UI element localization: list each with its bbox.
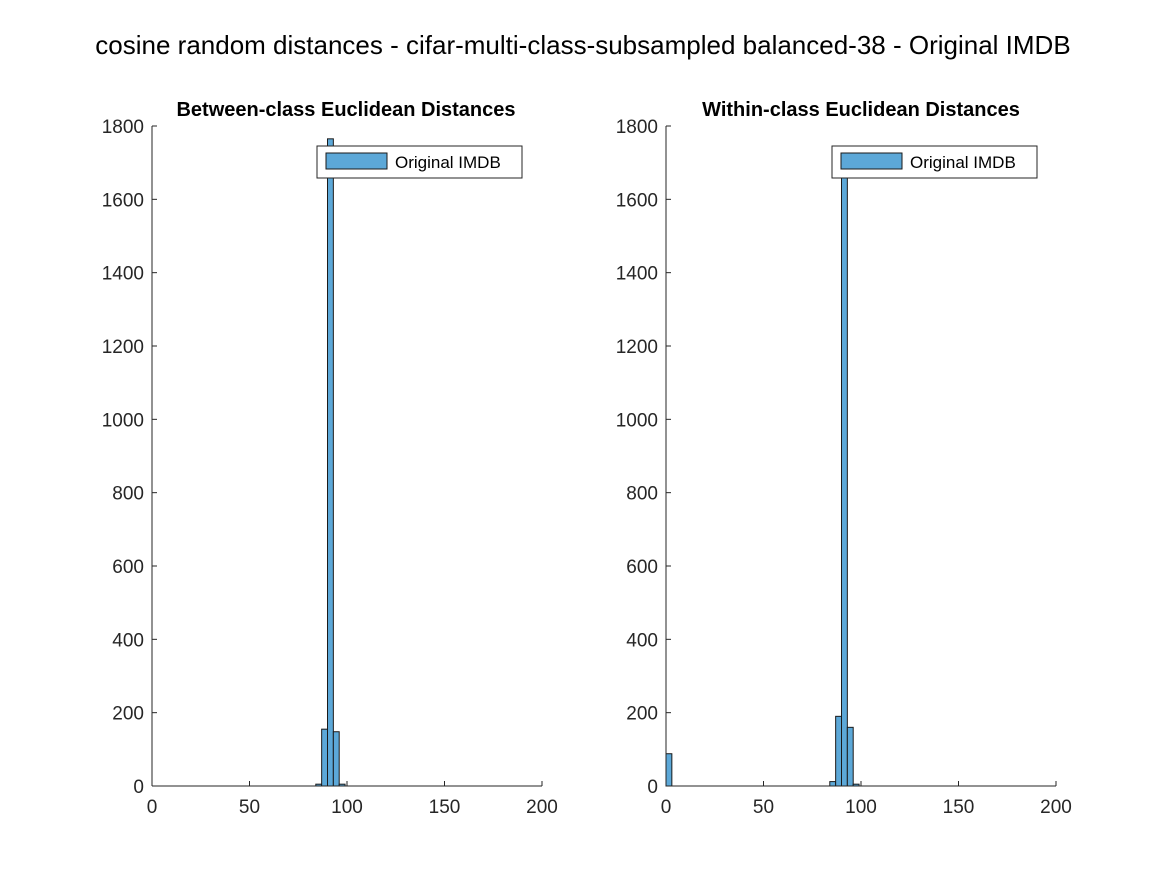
x-tick-label: 50 (753, 797, 774, 818)
x-tick-label: 50 (239, 797, 260, 818)
y-tick-label: 800 (626, 484, 658, 505)
y-tick-label: 1000 (102, 410, 144, 431)
histogram-bar (327, 138, 334, 787)
y-tick-label: 600 (112, 557, 144, 578)
x-tick-label: 150 (943, 797, 975, 818)
y-tick-label: 0 (647, 777, 658, 798)
x-tick-label: 0 (661, 797, 672, 818)
legend-swatch (840, 152, 903, 170)
y-tick-label: 1200 (616, 337, 658, 358)
histogram-bar (321, 728, 328, 787)
y-tick-label: 400 (626, 630, 658, 651)
x-tick-label: 100 (845, 797, 877, 818)
y-tick-label: 1200 (102, 337, 144, 358)
figure-suptitle: cosine random distances - cifar-multi-cl… (95, 30, 1070, 60)
histogram-bar (829, 781, 837, 787)
histogram-bar (846, 726, 854, 787)
histogram-bar (841, 165, 848, 787)
y-tick-label: 1600 (102, 190, 144, 211)
y-tick-label: 400 (112, 630, 144, 651)
subplot-within-class: Within-class Euclidean Distances 0 50 100 1… (616, 99, 1072, 818)
subplot-title-between-class: Between-class Euclidean Distances (176, 99, 515, 121)
histogram-bar (332, 731, 340, 787)
y-tick-label: 800 (112, 484, 144, 505)
x-tick-label: 200 (526, 797, 558, 818)
legend-label: Original IMDB (395, 153, 501, 172)
y-tick-label: 1800 (616, 117, 658, 138)
histogram-bar (665, 753, 673, 787)
x-tick-label: 200 (1040, 797, 1072, 818)
legend-label: Original IMDB (910, 153, 1016, 172)
subplot-title-within-class: Within-class Euclidean Distances (702, 99, 1020, 121)
legend-swatch (325, 152, 388, 170)
y-tick-label: 1600 (616, 190, 658, 211)
y-tick-label: 200 (112, 704, 144, 725)
y-tick-label: 200 (626, 704, 658, 725)
x-tick-label: 100 (331, 797, 363, 818)
y-tick-label: 1800 (102, 117, 144, 138)
y-tick-label: 1400 (616, 264, 658, 285)
y-tick-label: 1400 (102, 264, 144, 285)
y-tick-label: 600 (626, 557, 658, 578)
y-tick-label: 1000 (616, 410, 658, 431)
subplot-between-class: Between-class Euclidean Distances 0 50 100… (102, 99, 558, 818)
y-tick-label: 0 (133, 777, 144, 798)
x-tick-label: 0 (147, 797, 158, 818)
x-tick-label: 150 (429, 797, 461, 818)
histogram-bar (835, 715, 843, 787)
